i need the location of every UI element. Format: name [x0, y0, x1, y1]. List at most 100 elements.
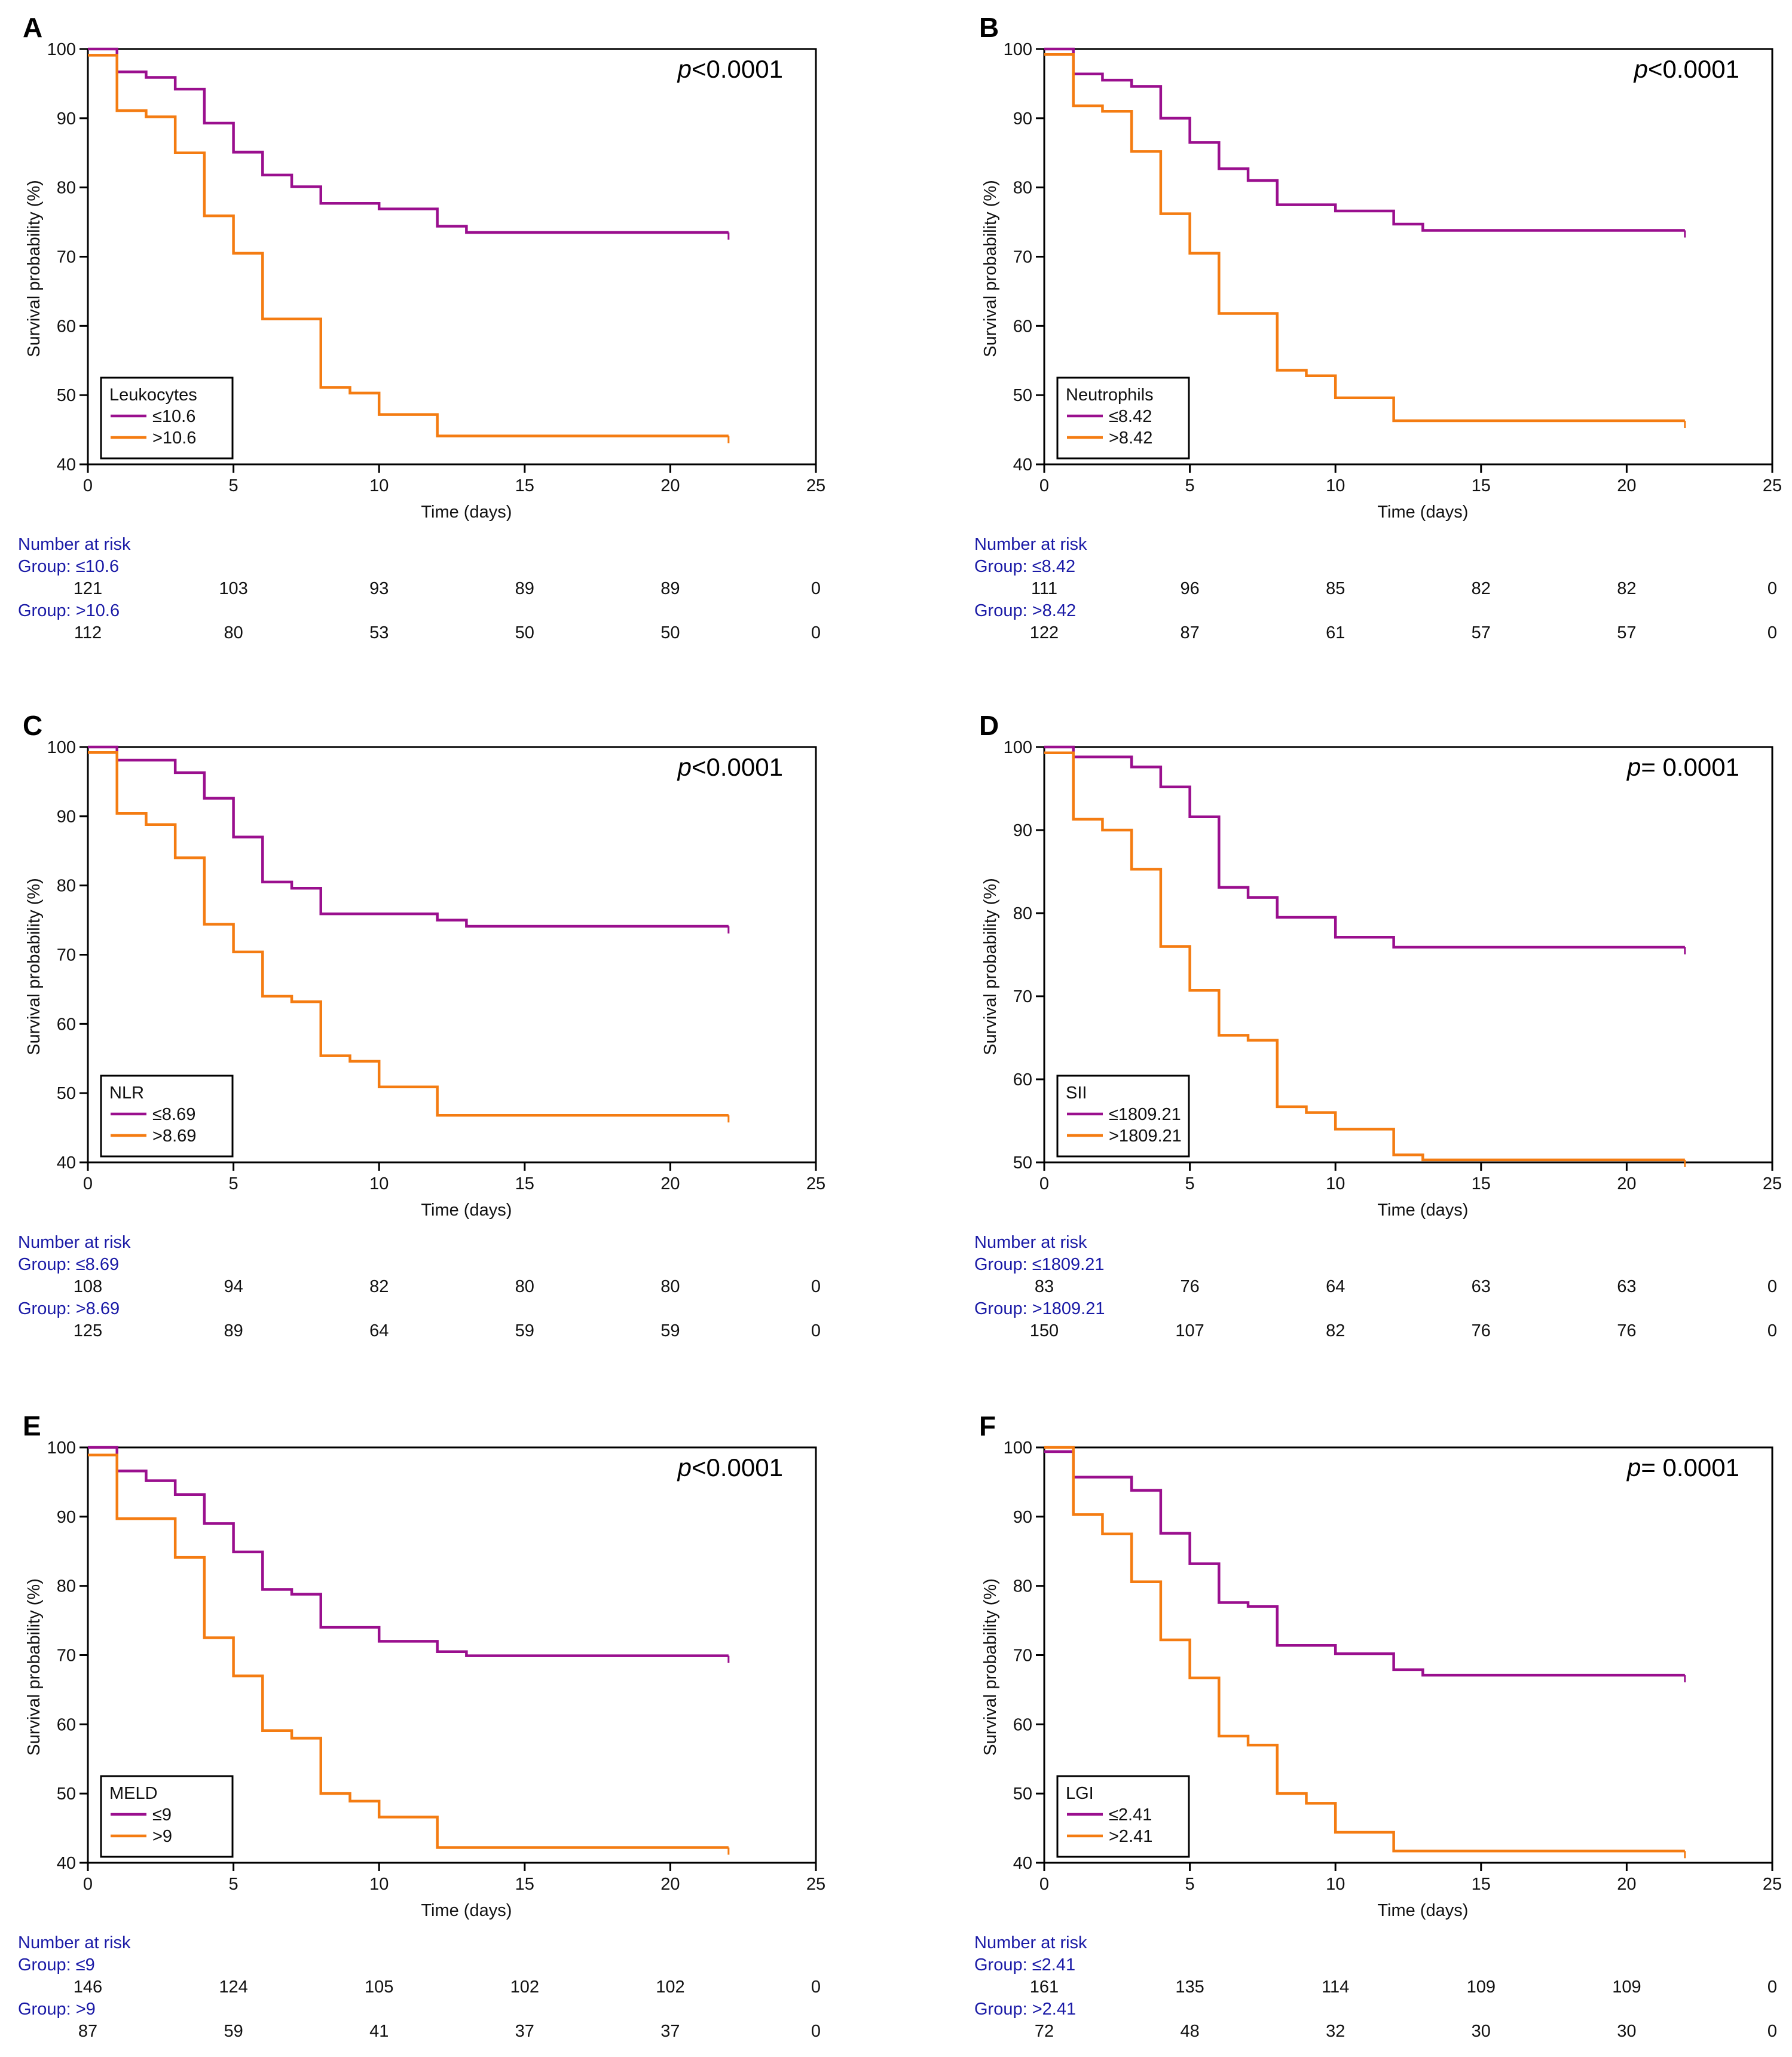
y-axis-label: Survival probability (%) [25, 180, 44, 357]
risk-count: 102 [656, 1978, 684, 1997]
legend-title: LGI [1066, 1784, 1094, 1803]
y-tick-label: 50 [1013, 386, 1032, 405]
y-tick-label: 80 [1013, 904, 1032, 923]
risk-count: 82 [369, 1277, 389, 1296]
risk-count: 0 [811, 1978, 821, 1997]
y-tick-label: 90 [57, 1508, 76, 1527]
risk-count: 114 [1322, 1978, 1349, 1997]
x-axis-label: Time (days) [421, 1201, 512, 1220]
legend-label-high: >2.41 [1109, 1827, 1152, 1846]
legend-title: SII [1066, 1083, 1087, 1103]
survival-curve-high [88, 1453, 729, 1849]
x-tick-label: 10 [1326, 1875, 1345, 1894]
y-tick-label: 50 [57, 386, 76, 405]
p-value-text: = 0.0001 [1641, 1453, 1739, 1481]
x-tick-label: 20 [660, 476, 680, 495]
y-tick-label: 60 [57, 1015, 76, 1034]
risk-count: 59 [660, 1321, 680, 1340]
x-tick-label: 0 [1039, 1875, 1049, 1894]
survival-curve-low [88, 745, 729, 928]
x-axis-label: Time (days) [1377, 1901, 1468, 1920]
legend-label-low: ≤8.69 [152, 1105, 195, 1124]
risk-count: 63 [1472, 1277, 1491, 1296]
legend-label-low: ≤10.6 [152, 407, 195, 426]
risk-group-label: Group: ≤1809.21 [974, 1255, 1104, 1274]
p-value: p<0.0001 [1633, 55, 1739, 83]
legend-title: Leukocytes [109, 385, 197, 405]
risk-count: 0 [811, 623, 821, 642]
y-tick-label: 80 [1013, 179, 1032, 198]
risk-count: 0 [1767, 1277, 1777, 1296]
p-value: p= 0.0001 [1626, 753, 1739, 781]
risk-group-label: Group: ≤8.69 [18, 1255, 119, 1274]
risk-count: 0 [811, 2022, 821, 2041]
x-tick-label: 5 [229, 476, 238, 495]
x-tick-label: 5 [1185, 476, 1195, 495]
risk-count: 80 [224, 623, 243, 642]
p-symbol: p [677, 1453, 692, 1481]
panel-d: D 50 60 70 80 90 100 0 5 10 15 20 25 Time (days) Survi… [974, 710, 1782, 1340]
x-tick-label: 25 [1763, 1875, 1782, 1894]
x-axis-label: Time (days) [1377, 1201, 1468, 1220]
risk-count: 48 [1180, 2022, 1199, 2041]
risk-count: 30 [1617, 2022, 1636, 2041]
panel-c: C 40 50 60 70 80 90 100 0 5 10 15 20 25 Time (days) Sur… [18, 710, 825, 1340]
risk-count: 64 [1326, 1277, 1345, 1296]
risk-count: 89 [224, 1321, 243, 1340]
y-tick-label: 40 [1013, 455, 1032, 475]
p-symbol: p [677, 753, 692, 781]
y-tick-label: 60 [57, 1715, 76, 1734]
legend-label-low: ≤9 [152, 1805, 172, 1825]
y-tick-label: 90 [57, 807, 76, 827]
x-tick-label: 10 [369, 476, 389, 495]
y-tick-label: 70 [1013, 1646, 1032, 1666]
panel-letter: A [23, 12, 42, 43]
y-tick-label: 90 [1013, 821, 1032, 840]
y-tick-label: 100 [47, 738, 76, 757]
y-tick-label: 40 [57, 1153, 76, 1173]
p-value-text: <0.0001 [1648, 55, 1739, 83]
risk-count: 0 [1767, 1321, 1777, 1340]
legend-box [100, 1075, 234, 1158]
risk-count: 124 [219, 1978, 247, 1997]
plot-frame [1043, 746, 1773, 1164]
p-value-text: = 0.0001 [1641, 753, 1739, 781]
panel-b: B 40 50 60 70 80 90 100 0 5 10 15 20 25 Time (days) Sur… [974, 12, 1782, 642]
y-tick-label: 70 [57, 1646, 76, 1666]
risk-group-label: Group: ≤8.42 [974, 557, 1075, 576]
legend-label-high: >1809.21 [1109, 1127, 1182, 1146]
p-symbol: p [677, 55, 692, 83]
risk-count: 161 [1030, 1978, 1059, 1997]
risk-count: 87 [78, 2022, 97, 2041]
panel-letter: F [979, 1410, 996, 1441]
risk-count: 0 [1767, 579, 1777, 598]
legend-label-high: >8.42 [1109, 428, 1152, 448]
risk-count: 50 [515, 623, 534, 642]
risk-count: 53 [369, 623, 389, 642]
y-tick-label: 70 [57, 946, 76, 965]
risk-count: 87 [1180, 623, 1199, 642]
survival-curve-low [88, 1446, 729, 1657]
p-value-text: <0.0001 [692, 55, 783, 83]
risk-count: 150 [1030, 1321, 1059, 1340]
legend-label-high: >10.6 [152, 428, 196, 448]
risk-count: 111 [1031, 579, 1057, 598]
panel-letter: E [23, 1410, 41, 1441]
risk-count: 125 [74, 1321, 102, 1340]
risk-count: 82 [1617, 579, 1636, 598]
risk-count: 59 [224, 2022, 243, 2041]
risk-count: 0 [811, 1321, 821, 1340]
risk-count: 76 [1472, 1321, 1491, 1340]
y-tick-label: 100 [47, 1438, 76, 1458]
risk-group-label: Group: ≤9 [18, 1955, 95, 1975]
p-value-text: <0.0001 [692, 1453, 783, 1481]
survival-curve-low [1044, 1450, 1685, 1677]
survival-curve-low [1044, 47, 1685, 232]
legend-label-high: >9 [152, 1827, 172, 1846]
y-tick-label: 80 [1013, 1577, 1032, 1596]
risk-count: 108 [74, 1277, 102, 1296]
risk-count: 83 [1035, 1277, 1054, 1296]
legend-label-low: ≤2.41 [1109, 1805, 1152, 1825]
x-tick-label: 25 [806, 1174, 825, 1193]
x-tick-label: 5 [1185, 1174, 1195, 1193]
